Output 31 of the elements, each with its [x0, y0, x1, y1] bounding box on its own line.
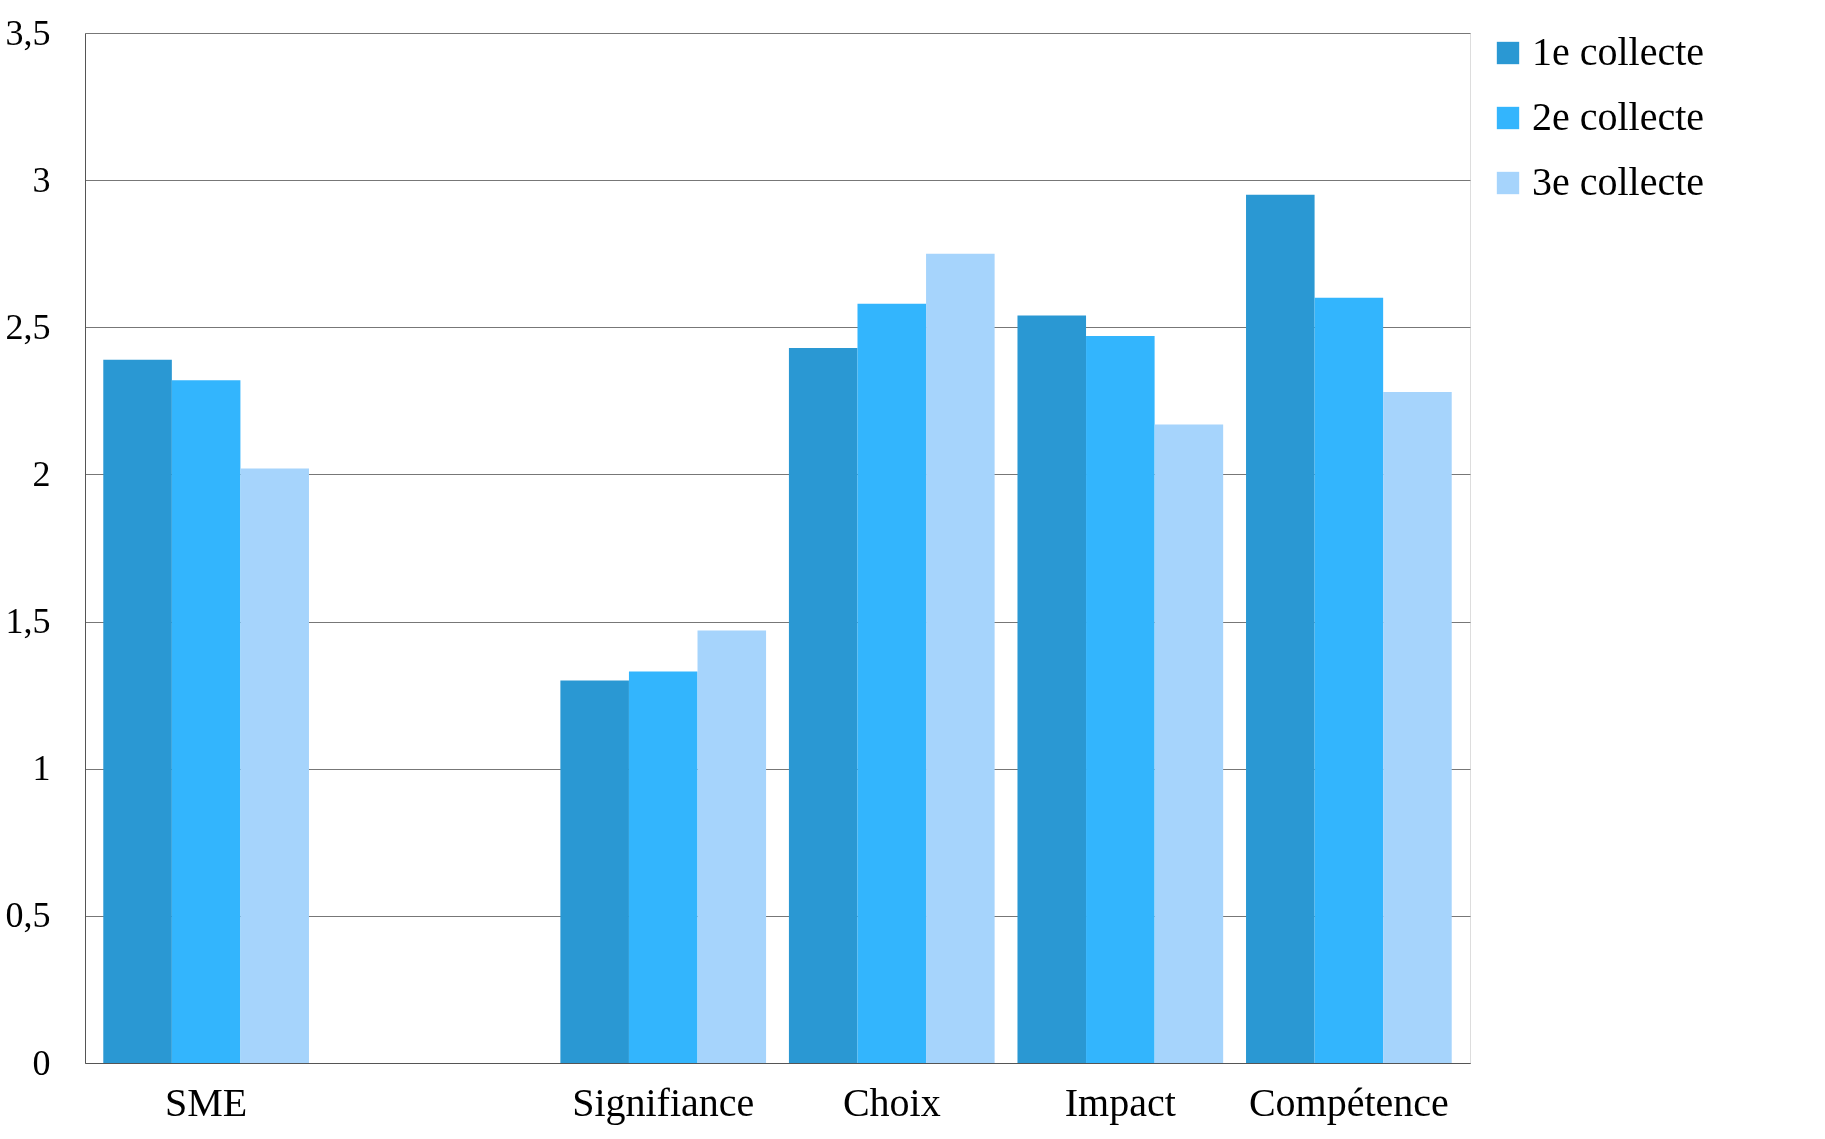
bar — [1314, 297, 1384, 1063]
x-tick-label: Compétence — [1248, 1079, 1449, 1125]
bar — [560, 680, 629, 1063]
bar — [1246, 194, 1315, 1063]
bar — [240, 468, 309, 1063]
y-tick-label: 3,5 — [5, 12, 51, 53]
bar — [628, 671, 698, 1063]
bar — [1086, 336, 1155, 1063]
x-tick-label: Signifiance — [572, 1079, 755, 1125]
x-tick-label: Impact — [1064, 1079, 1176, 1125]
bar — [103, 359, 172, 1063]
y-tick-label: 1,5 — [5, 601, 51, 642]
y-tick-label: 0 — [32, 1042, 51, 1083]
bar — [788, 347, 858, 1063]
legend-label: 2e collecte — [1532, 94, 1705, 139]
x-tick-label: Choix — [842, 1079, 941, 1125]
x-tick-label: SME — [165, 1079, 248, 1125]
bar — [857, 303, 927, 1063]
bar — [171, 380, 241, 1063]
y-tick-label: 3 — [32, 159, 51, 200]
legend-label: 3e collecte — [1532, 159, 1705, 204]
y-tick-label: 2,5 — [5, 306, 51, 347]
bar — [1383, 392, 1452, 1063]
bar — [1154, 424, 1224, 1063]
y-tick-label: 2 — [32, 453, 51, 494]
y-tick-label: 0,5 — [5, 895, 51, 936]
bar — [697, 630, 767, 1063]
bar — [1017, 315, 1087, 1063]
y-tick-label: 1 — [32, 748, 51, 789]
legend-label: 1e collecte — [1532, 29, 1705, 74]
bar — [926, 253, 995, 1063]
